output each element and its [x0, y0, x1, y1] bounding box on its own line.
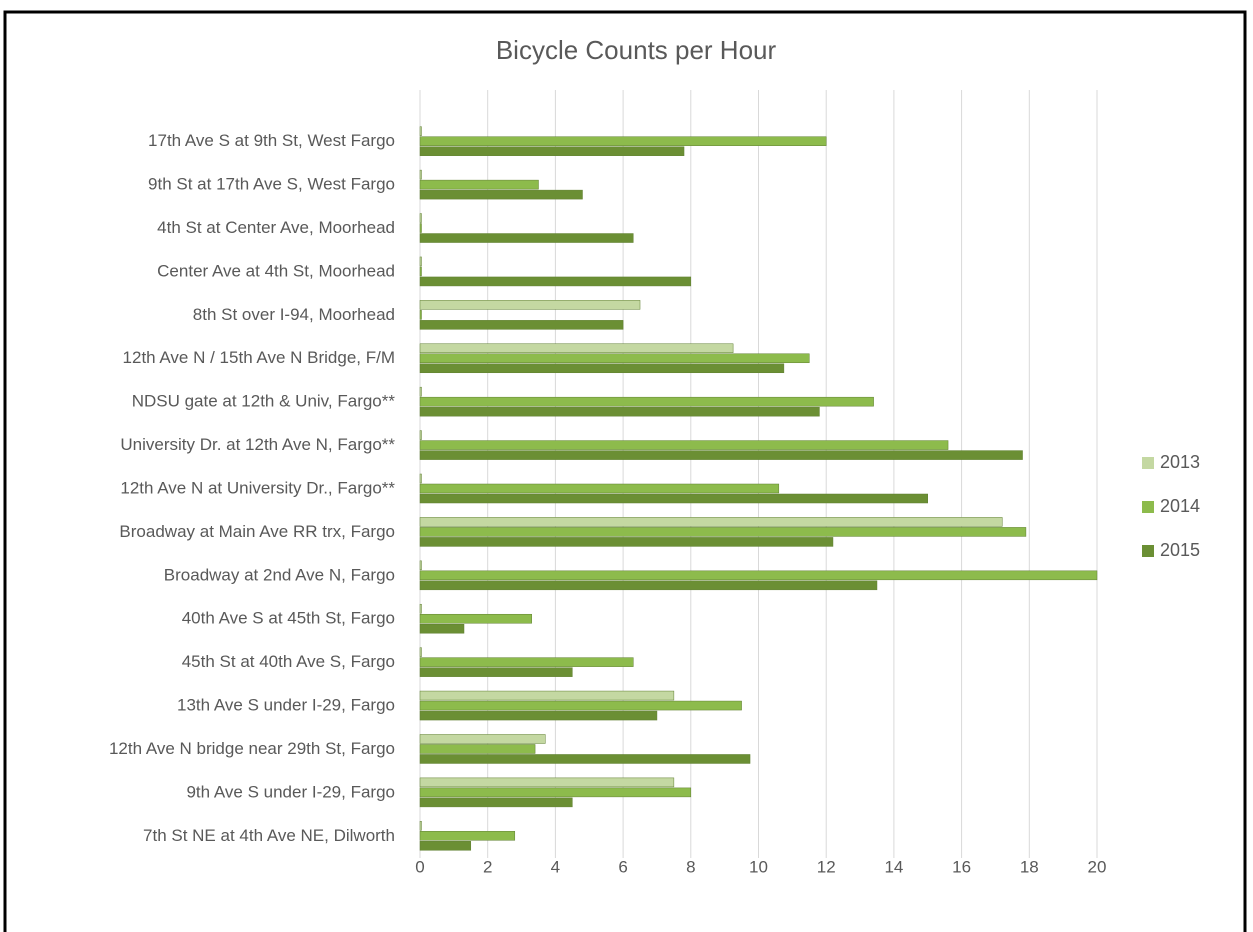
y-tick-label: 12th Ave N / 15th Ave N Bridge, F/M: [123, 348, 395, 367]
bar: [419, 821, 422, 831]
bar: [419, 613, 532, 624]
y-tick-label: 9th Ave S under I-29, Fargo: [186, 782, 395, 801]
bar: [419, 657, 634, 667]
x-tick-label: 20: [1088, 857, 1107, 876]
bar: [419, 396, 874, 407]
bar: [419, 787, 692, 798]
bar: [419, 179, 539, 190]
x-tick-label: 6: [618, 857, 627, 876]
y-tick-label: 40th Ave S at 45th St, Fargo: [182, 609, 395, 628]
y-tick-label: University Dr. at 12th Ave N, Fargo**: [120, 435, 395, 454]
y-tick-label: 12th Ave N at University Dr., Fargo**: [120, 478, 395, 497]
bar: [419, 189, 583, 200]
bar: [419, 797, 573, 808]
bar: [419, 450, 1023, 460]
bar: [419, 256, 422, 267]
bar: [419, 406, 820, 417]
bar: [419, 310, 422, 320]
x-tick-label: 16: [952, 857, 971, 876]
y-tick-label: 45th St at 40th Ave S, Fargo: [182, 652, 395, 671]
bar: [419, 623, 465, 634]
bar: [419, 136, 827, 146]
y-tick-label: 8th St over I-94, Moorhead: [193, 305, 395, 324]
bar: [419, 493, 928, 504]
y-tick-label: 9th St at 17th Ave S, West Fargo: [148, 175, 395, 194]
y-tick-label: 4th St at Center Ave, Moorhead: [157, 218, 395, 237]
bar: [419, 570, 1098, 581]
legend-swatch: [1142, 545, 1154, 557]
bar: [419, 603, 422, 614]
bar: [419, 363, 785, 374]
y-tick-label: Broadway at 2nd Ave N, Fargo: [164, 565, 395, 584]
x-tick-label: 12: [817, 857, 836, 876]
bar: [419, 667, 573, 677]
bar: [419, 841, 472, 851]
legend-swatch: [1142, 457, 1154, 469]
bar: [419, 527, 1027, 537]
bar: [419, 831, 516, 841]
y-tick-label: 17th Ave S at 9th St, West Fargo: [148, 131, 395, 150]
bar: [419, 580, 878, 591]
x-tick-label: 14: [884, 857, 903, 876]
bar: [419, 223, 422, 233]
y-tick-label: 12th Ave N bridge near 29th St, Fargo: [109, 739, 395, 758]
x-tick-label: 0: [415, 857, 424, 876]
x-tick-label: 8: [686, 857, 695, 876]
bar: [419, 343, 734, 354]
bar: [419, 169, 422, 180]
y-tick-label: 7th St NE at 4th Ave NE, Dilworth: [143, 826, 395, 845]
x-tick-label: 18: [1020, 857, 1039, 876]
bar: [419, 777, 675, 788]
bar: [419, 276, 692, 287]
bar: [419, 734, 546, 744]
bar: [419, 560, 422, 571]
y-tick-label: Center Ave at 4th St, Moorhead: [157, 261, 395, 280]
x-tick-label: 10: [749, 857, 768, 876]
bar: [419, 266, 422, 277]
bar: [419, 430, 422, 440]
y-tick-label: NDSU gate at 12th & Univ, Fargo**: [132, 392, 396, 411]
bar: [419, 690, 675, 701]
bar: [419, 126, 422, 136]
bar: [419, 320, 624, 330]
x-tick-label: 2: [483, 857, 492, 876]
bar: [419, 483, 780, 494]
y-tick-label: 13th Ave S under I-29, Fargo: [177, 696, 395, 715]
y-tick-label: Broadway at Main Ave RR trx, Fargo: [119, 522, 395, 541]
x-tick-label: 4: [551, 857, 560, 876]
bar: [419, 700, 742, 711]
legend-label: 2015: [1160, 540, 1200, 560]
bar: [419, 473, 422, 484]
bar: [419, 386, 422, 397]
bar: [419, 754, 751, 764]
bar: [419, 744, 536, 754]
bar: [419, 710, 658, 721]
chart-title: Bicycle Counts per Hour: [496, 35, 777, 65]
bar: [419, 647, 422, 657]
legend-label: 2013: [1160, 452, 1200, 472]
legend-swatch: [1142, 501, 1154, 513]
bar: [419, 233, 634, 243]
bar: [419, 517, 1003, 527]
bar: [419, 353, 810, 364]
bar: [419, 440, 949, 450]
legend-label: 2014: [1160, 496, 1200, 516]
bar: [419, 300, 641, 310]
bar: [419, 213, 422, 223]
bar: [419, 537, 834, 547]
bar: [419, 146, 685, 156]
